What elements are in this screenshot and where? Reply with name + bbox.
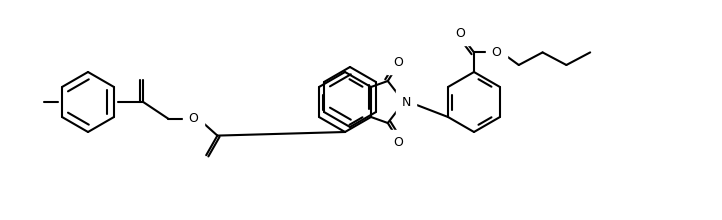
Text: O: O	[188, 112, 199, 125]
Text: O: O	[492, 46, 501, 59]
Text: O: O	[393, 55, 403, 68]
Text: O: O	[393, 136, 403, 149]
Text: O: O	[455, 27, 465, 40]
Text: N: N	[401, 95, 411, 108]
